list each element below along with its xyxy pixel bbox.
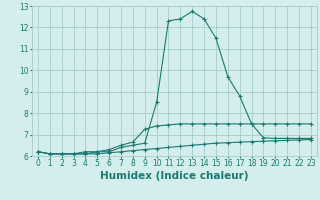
X-axis label: Humidex (Indice chaleur): Humidex (Indice chaleur) — [100, 171, 249, 181]
